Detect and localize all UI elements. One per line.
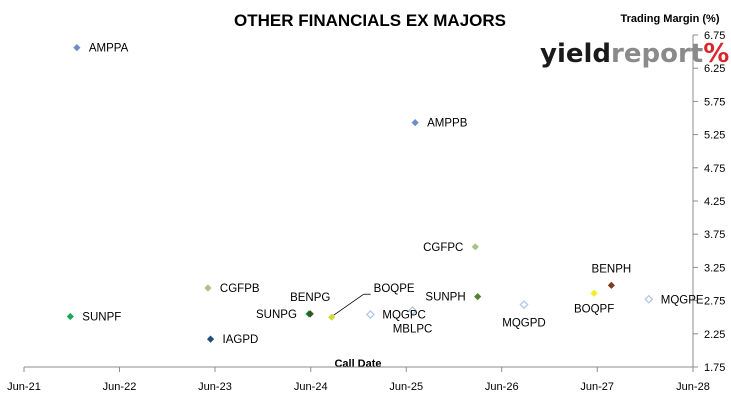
label-boqpf: BOQPF	[574, 303, 614, 315]
y-tick-label: 1.75	[704, 362, 725, 374]
point-amppb	[411, 119, 419, 127]
y-tick-label: 3.75	[704, 229, 725, 241]
y-tick-label: 4.25	[704, 196, 725, 208]
x-ticks: Jun-21 Jun-22 Jun-23 Jun-24 Jun-25 Jun-26 Jun-…	[7, 367, 710, 393]
point-labels: AMPPA AMPPB CGFPC CGFPB SUNPF IAGPD SUNPG BENPG…	[82, 43, 704, 346]
point-boqpe	[328, 313, 336, 321]
label-leader-lines	[333, 293, 371, 316]
y-tick-label: 4.75	[704, 163, 725, 175]
y-ticks: 1.75 2.25 2.75 3.25 3.75 4.25 4.75 5.25 5.75 6.25…	[693, 30, 725, 374]
label-mqgpd: MQGPD	[502, 318, 545, 330]
y-tick-label: 5.25	[704, 130, 725, 142]
x-tick-label: Jun-26	[485, 381, 519, 393]
axes	[24, 35, 694, 368]
label-benph: BENPH	[592, 263, 632, 275]
logo-yield: yield	[540, 39, 611, 69]
x-tick-label: Jun-28	[676, 381, 710, 393]
label-sunpg: SUNPG	[256, 309, 297, 321]
label-mqgpc: MQGPC	[382, 310, 425, 322]
data-points	[66, 44, 654, 343]
x-axis-title: Call Date	[334, 358, 381, 370]
point-amppa	[73, 44, 81, 52]
label-amppa: AMPPA	[89, 43, 129, 55]
point-mblpc	[408, 306, 418, 316]
label-sunph: SUNPH	[425, 292, 465, 304]
point-benph	[607, 281, 615, 289]
point-iagpd	[206, 335, 215, 343]
label-boqpe: BOQPE	[374, 283, 415, 295]
y-tick-label: 2.75	[704, 296, 725, 308]
point-cgfpc	[471, 243, 479, 251]
point-cgfpb	[204, 284, 212, 292]
y-tick-label: 2.25	[704, 329, 725, 341]
yieldreport-logo: yieldreport%	[540, 39, 729, 69]
x-tick-label: Jun-22	[103, 381, 137, 393]
svg-text:yieldreport%: yieldreport%	[540, 39, 729, 69]
chart-title: OTHER FINANCIALS EX MAJORS	[234, 11, 506, 30]
label-cgfpb: CGFPB	[220, 283, 260, 295]
point-mqgpc	[365, 310, 375, 320]
label-benpg: BENPG	[290, 292, 330, 304]
logo-percent: %	[703, 39, 729, 69]
point-mqgpe	[644, 294, 654, 304]
y-tick-label: 3.25	[704, 262, 725, 274]
label-sunpf: SUNPF	[82, 312, 121, 324]
x-tick-label: Jun-21	[7, 381, 41, 393]
label-amppb: AMPPB	[427, 118, 468, 130]
point-benpg	[306, 310, 314, 318]
y-tick-label: 6.25	[704, 63, 725, 75]
logo-report: report	[611, 39, 703, 69]
x-tick-label: Jun-27	[580, 381, 614, 393]
y-tick-label: 5.75	[704, 96, 725, 108]
x-tick-label: Jun-25	[389, 381, 423, 393]
point-sunpf	[66, 312, 74, 321]
x-tick-label: Jun-24	[294, 381, 328, 393]
point-sunph	[474, 293, 482, 301]
leader-boqpe	[333, 293, 364, 316]
label-iagpd: IAGPD	[223, 334, 259, 346]
point-mqgpd	[519, 300, 529, 310]
label-mqgpe: MQGPE	[661, 294, 704, 306]
label-cgfpc: CGFPC	[423, 242, 463, 254]
point-boqpf	[590, 289, 598, 297]
x-tick-label: Jun-23	[198, 381, 232, 393]
label-mblpc: MBLPC	[393, 324, 433, 336]
y-axis-title: Trading Margin (%)	[621, 13, 720, 25]
y-tick-label: 6.75	[704, 30, 725, 42]
